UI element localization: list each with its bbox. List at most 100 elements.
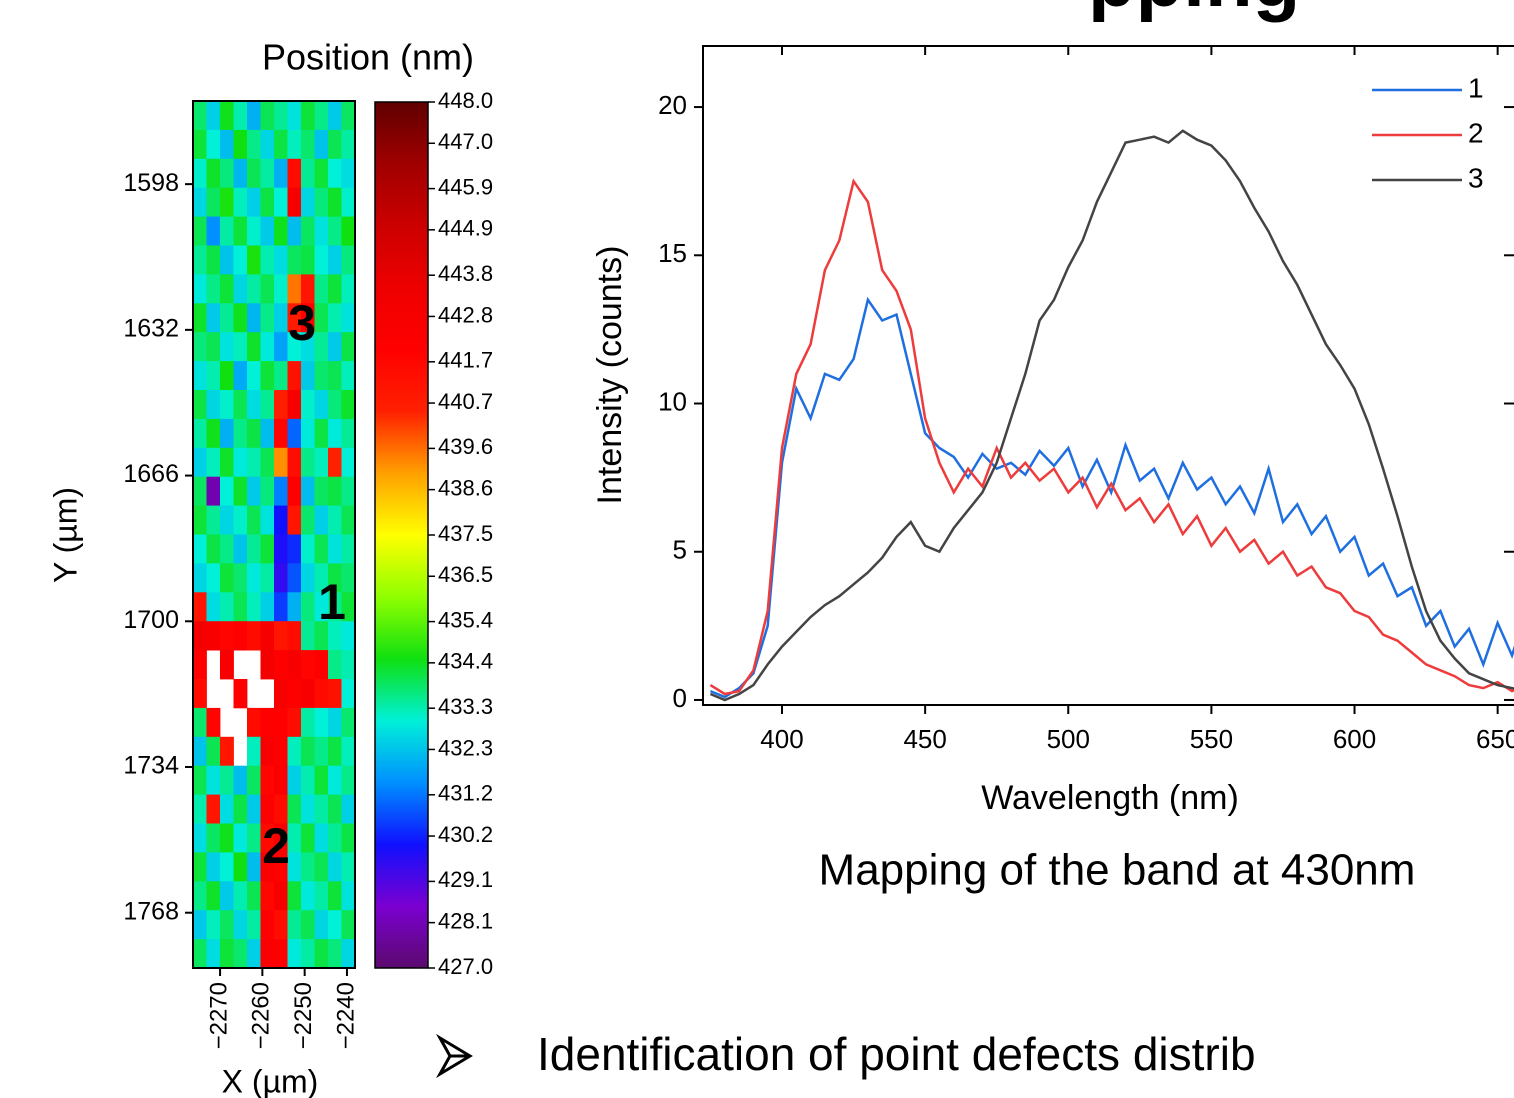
- heat-cell: [274, 563, 288, 593]
- heat-cell: [328, 158, 342, 189]
- heat-cell: [193, 534, 207, 564]
- heat-cell: [301, 361, 315, 391]
- heat-cell: [260, 447, 275, 478]
- heat-cell: [206, 418, 221, 449]
- heat-cell: [301, 794, 315, 824]
- caption: Mapping of the band at 430nm: [819, 846, 1416, 895]
- colorbar-tick-label: 430.2: [438, 822, 493, 847]
- heat-cell: [247, 736, 261, 767]
- heat-cell: [206, 910, 221, 940]
- heat-cell: [260, 187, 275, 217]
- colorbar-tick-label: 437.5: [438, 521, 493, 546]
- heat-cell: [287, 216, 302, 246]
- heat-cell: [314, 939, 329, 969]
- heat-cell: [328, 823, 342, 853]
- colorbar-tick-label: 444.9: [438, 216, 493, 241]
- colorbar-tick-label: 435.4: [438, 607, 493, 632]
- x-axis-label: X (µm): [222, 1063, 319, 1098]
- heat-cell: [220, 332, 234, 362]
- heat-cell: [328, 707, 342, 738]
- heat-cell: [314, 794, 329, 824]
- heat-cell: [274, 910, 288, 940]
- heat-cell: [260, 274, 275, 304]
- heat-cell: [247, 245, 261, 275]
- heat-cell: [220, 534, 234, 564]
- heat-cell: [247, 187, 261, 217]
- heat-cell: [206, 158, 221, 189]
- heat-cell: [260, 390, 275, 420]
- heat-cell: [260, 418, 275, 449]
- heat-cell: [233, 447, 248, 478]
- heat-cell: [314, 881, 329, 911]
- x-tick-label: −2250: [290, 982, 317, 1049]
- heat-cell: [206, 245, 221, 275]
- y-tick-label: 1666: [123, 460, 179, 488]
- heat-cell: [341, 852, 356, 882]
- heat-cell: [314, 390, 329, 420]
- colorbar-tick-label: 448.0: [438, 88, 493, 113]
- heat-cell: [206, 129, 221, 160]
- heat-cell: [341, 650, 356, 680]
- heat-cell: [193, 332, 207, 362]
- heat-cell: [193, 274, 207, 304]
- heat-cell: [274, 216, 288, 246]
- heat-cell: [233, 390, 248, 420]
- heat-cell: [274, 679, 288, 709]
- heat-cell: [301, 101, 315, 131]
- heat-cell: [193, 765, 207, 795]
- heat-cell: [206, 303, 221, 333]
- map-title: Position (nm): [262, 37, 474, 78]
- heat-cell: [314, 158, 329, 189]
- heat-cell: [341, 881, 356, 911]
- slide-title: pping: [1088, 0, 1300, 23]
- heat-cell: [247, 765, 261, 795]
- heat-cell: [193, 245, 207, 275]
- heat-cell: [274, 823, 288, 853]
- heat-cell: [287, 418, 302, 449]
- heat-cell: [233, 621, 248, 651]
- heat-cell: [341, 679, 356, 709]
- heat-cell: [341, 129, 356, 160]
- heat-cell: [247, 361, 261, 391]
- heat-cell: [341, 245, 356, 275]
- legend-label: 2: [1468, 117, 1484, 148]
- series-line: [709, 296, 1514, 699]
- heat-cell: [314, 332, 329, 362]
- heat-cell: [301, 245, 315, 275]
- heat-cell: [287, 650, 302, 680]
- heat-cell: [341, 621, 356, 651]
- x-tick-label: 500: [1047, 724, 1090, 754]
- y-axis-label: Intensity (counts): [591, 246, 629, 505]
- heat-cell: [193, 650, 207, 680]
- heat-cell: [301, 158, 315, 189]
- heat-cell: [314, 447, 329, 478]
- heat-cell: [233, 910, 248, 940]
- heat-cell: [220, 910, 234, 940]
- heat-cell: [274, 245, 288, 275]
- heat-cell: [301, 129, 315, 160]
- heat-cell: [193, 361, 207, 391]
- heat-cell: [206, 187, 221, 217]
- heat-cell: [247, 707, 261, 738]
- heat-cell: [341, 563, 356, 593]
- y-tick-label: 15: [658, 238, 687, 268]
- heat-cell: [314, 505, 329, 535]
- heat-cell: [287, 939, 302, 969]
- heat-cell: [301, 592, 315, 622]
- heat-cell: [274, 101, 288, 131]
- heat-cell: [220, 505, 234, 535]
- heat-cell: [287, 881, 302, 911]
- heat-cell: [314, 245, 329, 275]
- heat-cell: [341, 447, 356, 478]
- heat-cell: [274, 592, 288, 622]
- heat-cell: [233, 187, 248, 217]
- x-tick-label: 450: [903, 724, 946, 754]
- colorbar-tick-label: 440.7: [438, 389, 493, 414]
- heat-cell: [314, 679, 329, 709]
- heat-cell: [220, 129, 234, 160]
- heat-cell: [220, 852, 234, 882]
- heat-cell: [328, 101, 342, 131]
- heat-cell: [341, 216, 356, 246]
- heat-cell: [193, 129, 207, 160]
- heat-cell: [328, 303, 342, 333]
